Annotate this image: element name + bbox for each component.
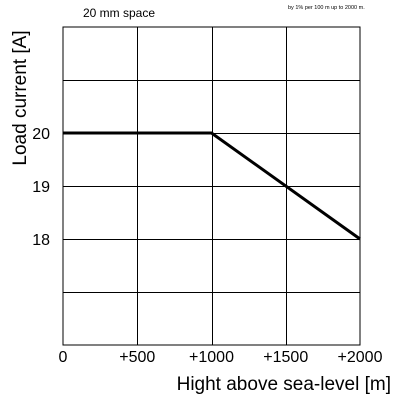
derating-note-text: by 1% per 100 m up to 2000 m. [288, 5, 365, 11]
series-line [63, 131, 361, 241]
series-group [63, 131, 361, 241]
x-tick-label: +2000 [338, 349, 383, 366]
x-axis-label: Hight above sea-level [m] [177, 374, 391, 395]
x-tick-label: 0 [59, 349, 68, 366]
plot-frame [62, 26, 361, 346]
y-tick-label: 20 [32, 126, 50, 143]
spacing-header-text: 20 mm space [83, 6, 155, 20]
x-tick-labels: 0 +500 +1000 +1500 +2000 [59, 349, 383, 366]
x-tick-label: +1000 [189, 349, 234, 366]
x-tick-label: +1500 [263, 349, 308, 366]
y-tick-label: 19 [32, 179, 50, 196]
y-tick-labels: 20 19 18 [32, 126, 50, 249]
y-axis-label: Load current [A] [10, 30, 31, 165]
chart-grid [63, 27, 360, 345]
y-tick-label: 18 [32, 232, 50, 249]
x-tick-label: +500 [119, 349, 155, 366]
